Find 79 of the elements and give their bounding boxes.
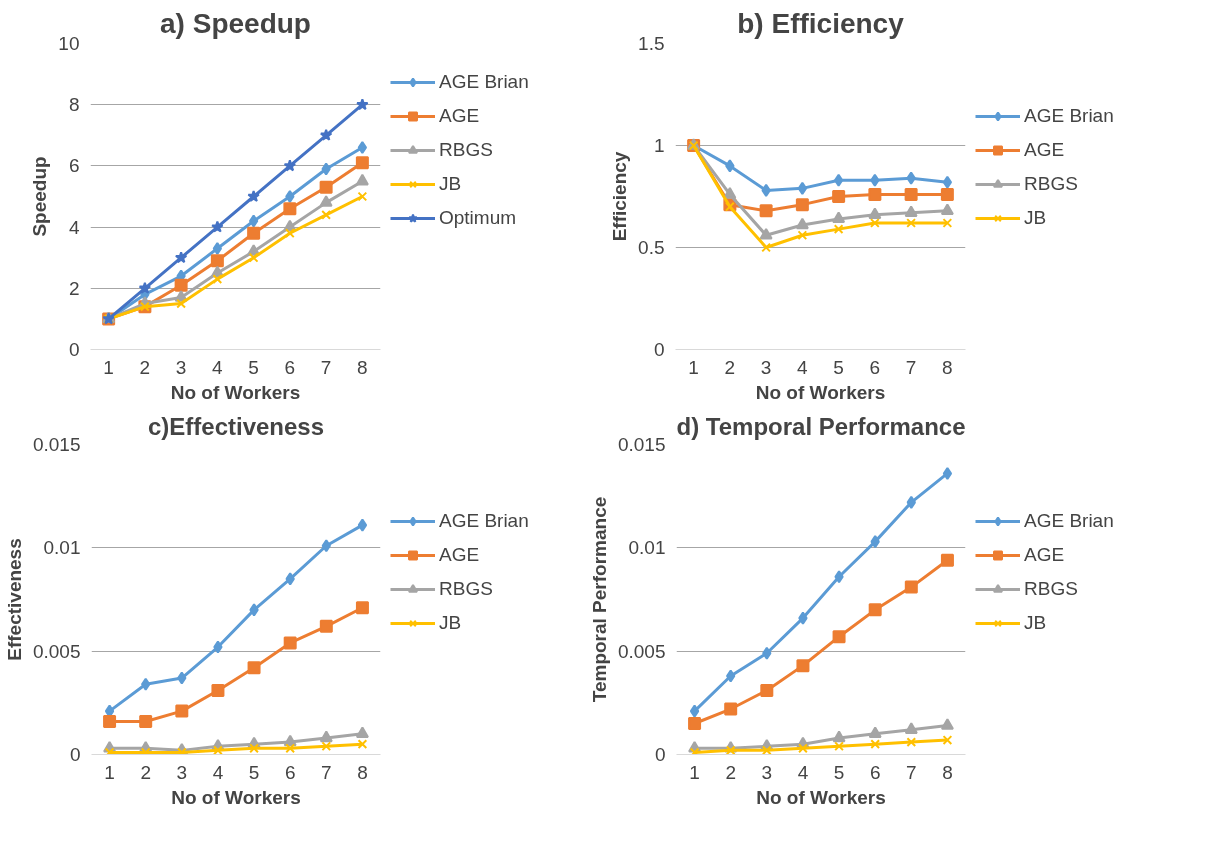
- x-tick-label: 6: [869, 356, 881, 378]
- x-tick-label: 5: [248, 761, 260, 783]
- x-tick-label: 5: [248, 356, 259, 378]
- y-tick-label: 1.5: [638, 33, 665, 54]
- x-tick-label: 1: [689, 761, 700, 783]
- y-tick-label: 0.01: [628, 537, 666, 559]
- x-tick-label: 4: [212, 356, 224, 378]
- legend-label: JB: [1024, 612, 1047, 634]
- legend-label: RBGS: [439, 139, 493, 161]
- y-tick-label: 0: [653, 339, 665, 360]
- x-tick-label: 3: [176, 761, 188, 783]
- x-tick-label: 7: [320, 356, 332, 378]
- x-tick-label: 6: [869, 761, 881, 783]
- legend-label: RBGS: [1024, 173, 1078, 195]
- x-tick-label: 2: [724, 356, 736, 378]
- legend-label: JB: [439, 612, 462, 634]
- legend-label: RBGS: [439, 578, 493, 600]
- y-tick-label: 0: [68, 339, 80, 360]
- x-tick-label: 6: [284, 356, 296, 378]
- legend-label: AGE Brian: [439, 510, 529, 532]
- legend-label: JB: [439, 173, 462, 195]
- x-axis-title: No of Workers: [170, 381, 301, 403]
- x-tick-label: 1: [688, 356, 699, 378]
- legend-label: AGE: [1024, 139, 1065, 161]
- x-tick-label: 3: [760, 356, 772, 378]
- x-tick-label: 8: [357, 761, 368, 783]
- legend-label: RBGS: [1024, 578, 1078, 600]
- legend-label: AGE Brian: [439, 71, 529, 93]
- x-tick-label: 2: [140, 761, 151, 783]
- x-tick-label: 1: [104, 761, 115, 783]
- legend-label: AGE Brian: [1024, 510, 1114, 532]
- chart-title: b) Efficiency: [737, 7, 905, 39]
- x-tick-label: 8: [942, 356, 953, 378]
- y-tick-label: 6: [68, 155, 80, 177]
- x-tick-label: 2: [139, 356, 151, 378]
- y-tick-label: 0.5: [638, 237, 665, 258]
- x-tick-label: 2: [725, 761, 736, 783]
- legend-label: AGE Brian: [1024, 105, 1114, 127]
- x-tick-label: 3: [175, 356, 187, 378]
- x-tick-label: 5: [833, 761, 845, 783]
- legend-label: JB: [1024, 207, 1047, 229]
- x-axis-title: No of Workers: [171, 786, 301, 808]
- x-tick-label: 3: [761, 761, 773, 783]
- legend-label: AGE: [1024, 544, 1065, 566]
- y-axis-title: Temporal Performance: [588, 496, 610, 703]
- y-tick-label: 0.005: [617, 640, 666, 662]
- x-tick-label: 4: [212, 761, 224, 783]
- x-tick-label: 4: [797, 761, 809, 783]
- x-tick-label: 7: [321, 761, 332, 783]
- x-tick-label: 8: [357, 356, 368, 378]
- y-tick-label: 0.01: [43, 537, 81, 559]
- y-tick-label: 8: [68, 94, 80, 116]
- y-tick-label: 1: [653, 135, 665, 156]
- chart-title: d) Temporal Performance: [676, 412, 966, 440]
- y-tick-label: 2: [68, 277, 80, 299]
- y-tick-label: 0.015: [617, 434, 666, 455]
- legend-label: AGE: [439, 544, 480, 566]
- y-axis-title: Effectiveness: [3, 538, 25, 661]
- y-tick-label: 0: [69, 744, 81, 765]
- y-tick-label: 10: [58, 33, 80, 54]
- x-tick-label: 7: [905, 356, 917, 378]
- y-tick-label: 4: [68, 216, 80, 238]
- y-axis-title: Efficiency: [609, 151, 631, 242]
- x-tick-label: 4: [797, 356, 809, 378]
- x-axis-title: No of Workers: [755, 381, 886, 403]
- y-axis-title: Speedup: [29, 156, 51, 237]
- y-tick-label: 0.015: [32, 434, 81, 455]
- x-tick-label: 8: [942, 761, 953, 783]
- chart-title: a) Speedup: [160, 7, 311, 39]
- x-tick-label: 5: [833, 356, 844, 378]
- y-tick-label: 0: [654, 744, 666, 765]
- x-tick-label: 7: [906, 761, 917, 783]
- chart-title: c)Effectiveness: [147, 412, 325, 440]
- x-tick-label: 6: [284, 761, 296, 783]
- x-tick-label: 1: [103, 356, 114, 378]
- legend-label: Optimum: [439, 207, 517, 229]
- legend-label: AGE: [439, 105, 480, 127]
- x-axis-title: No of Workers: [756, 786, 886, 808]
- y-tick-label: 0.005: [32, 640, 81, 662]
